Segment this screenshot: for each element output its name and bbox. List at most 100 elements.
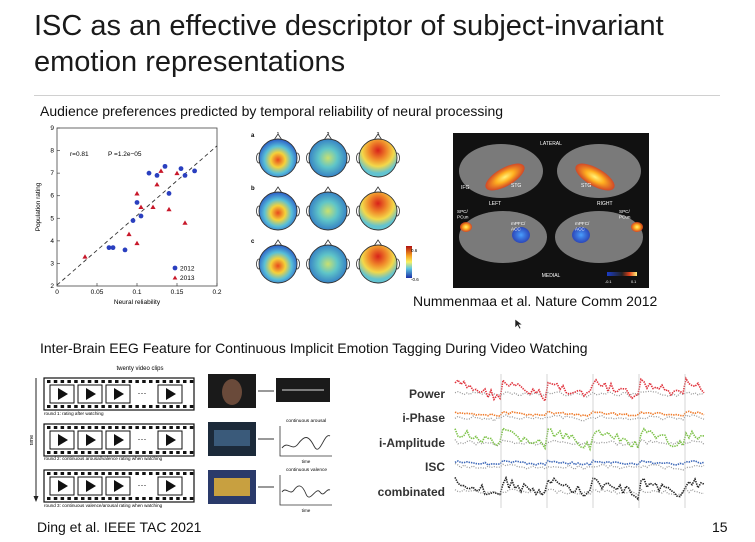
film-perforation xyxy=(189,405,194,408)
topo-head xyxy=(258,244,298,284)
label-lateral: LATERAL xyxy=(540,141,562,147)
feature-label: i-Amplitude xyxy=(379,436,445,450)
film-perforation xyxy=(101,497,105,500)
film-perforation xyxy=(47,426,51,429)
film-perforation xyxy=(115,380,119,383)
film-perforation xyxy=(162,497,167,500)
film-perforation xyxy=(162,405,167,408)
film-perforation xyxy=(142,497,146,500)
film-perforation xyxy=(142,380,146,383)
film-perforation xyxy=(101,451,105,454)
film-perforation xyxy=(169,405,173,408)
film-perforation xyxy=(94,426,99,429)
annotation-r: r=0.81 xyxy=(70,151,89,158)
film-perforation xyxy=(162,426,167,429)
section1-heading: Audience preferences predicted by tempor… xyxy=(40,103,504,119)
topo-head xyxy=(358,244,398,284)
film-perforation xyxy=(162,380,167,383)
film-perforation xyxy=(135,497,139,500)
feature-label: ISC xyxy=(425,460,445,474)
y-tick-label: 8 xyxy=(50,148,54,155)
data-point-2013 xyxy=(158,168,164,173)
film-perforation xyxy=(53,451,58,454)
y-tick-label: 3 xyxy=(50,260,54,267)
film-perforation xyxy=(149,497,153,500)
film-perforation xyxy=(183,380,187,383)
x-axis-label: Neural reliability xyxy=(114,299,161,306)
film-perforation xyxy=(67,472,71,475)
play-icon xyxy=(114,480,124,492)
film-perforation xyxy=(94,380,99,383)
row-label-c: c xyxy=(251,239,255,245)
film-perforation xyxy=(47,405,51,408)
film-perforation xyxy=(176,380,180,383)
y-tick-label: 9 xyxy=(50,125,54,132)
film-perforation xyxy=(101,380,105,383)
film-perforation xyxy=(121,497,126,500)
topo-colorbar xyxy=(406,246,412,278)
film-perforation xyxy=(135,472,139,475)
film-perforation xyxy=(87,426,92,429)
film-perforation xyxy=(60,405,65,408)
valence-time-axis: time xyxy=(302,508,311,513)
play-icon xyxy=(166,388,176,400)
feature-trace xyxy=(454,410,705,417)
x-tick-label: 0 xyxy=(55,289,59,296)
film-perforation xyxy=(108,472,112,475)
label-medial: MEDIAL xyxy=(542,273,561,279)
ellipsis: ··· xyxy=(138,388,147,398)
y-tick-label: 2 xyxy=(50,283,54,290)
data-point-2013 xyxy=(126,231,132,237)
film-perforation xyxy=(67,426,71,429)
baseline-trace xyxy=(454,487,704,497)
film-perforation xyxy=(169,380,173,383)
film-perforation xyxy=(67,380,71,383)
feature-trace xyxy=(454,376,705,403)
film-perforation xyxy=(121,472,126,475)
film-perforation xyxy=(149,472,153,475)
valence-axes xyxy=(279,475,332,506)
round1-label: round 1: rating after watching xyxy=(44,411,104,416)
film-perforation xyxy=(47,451,51,454)
data-point-2013 xyxy=(134,191,140,196)
x-tick-label: 0.05 xyxy=(91,289,104,296)
film-perforation xyxy=(87,472,92,475)
ellipsis: ··· xyxy=(138,434,147,444)
film-perforation xyxy=(87,451,92,454)
colorbar-max: 0.6 xyxy=(411,248,418,253)
film-perforation xyxy=(162,451,167,454)
data-point-2012 xyxy=(122,247,128,253)
film-perforation xyxy=(121,451,126,454)
valence-label: continuous valence xyxy=(286,467,327,473)
film-perforation xyxy=(101,405,105,408)
film-perforation xyxy=(176,451,180,454)
film-perforation xyxy=(135,405,139,408)
legend-marker-2012 xyxy=(172,265,178,271)
film-perforation xyxy=(67,451,71,454)
x-tick-label: 0.15 xyxy=(171,289,184,296)
film-perforation xyxy=(169,426,173,429)
data-point-2012 xyxy=(182,173,188,178)
film-perforation xyxy=(169,472,173,475)
regression-line xyxy=(56,145,218,286)
play-icon xyxy=(58,480,68,492)
film-perforation xyxy=(149,405,153,408)
film-perforation xyxy=(183,472,187,475)
data-point-2012 xyxy=(130,218,136,223)
topo-head xyxy=(308,244,348,284)
label-right: RIGHT xyxy=(597,201,613,207)
film-perforation xyxy=(74,472,78,475)
x-tick-label: 0.2 xyxy=(212,289,221,296)
feature-traces: Power i-Phase i-Amplitude ISC combinated xyxy=(378,374,705,508)
data-point-2013 xyxy=(154,182,160,187)
label-mpfc-left: mPFC/ACC xyxy=(511,221,526,232)
activation-spc-left xyxy=(460,222,472,232)
feature-trace xyxy=(454,427,705,452)
film-perforation xyxy=(108,497,112,500)
time-label: time xyxy=(30,435,35,445)
y-tick-label: 7 xyxy=(50,170,54,177)
data-point-2012 xyxy=(178,166,184,172)
paradigm-header: twenty video clips xyxy=(116,366,163,372)
topo-head xyxy=(358,191,398,231)
row-label-a: a xyxy=(251,133,255,139)
